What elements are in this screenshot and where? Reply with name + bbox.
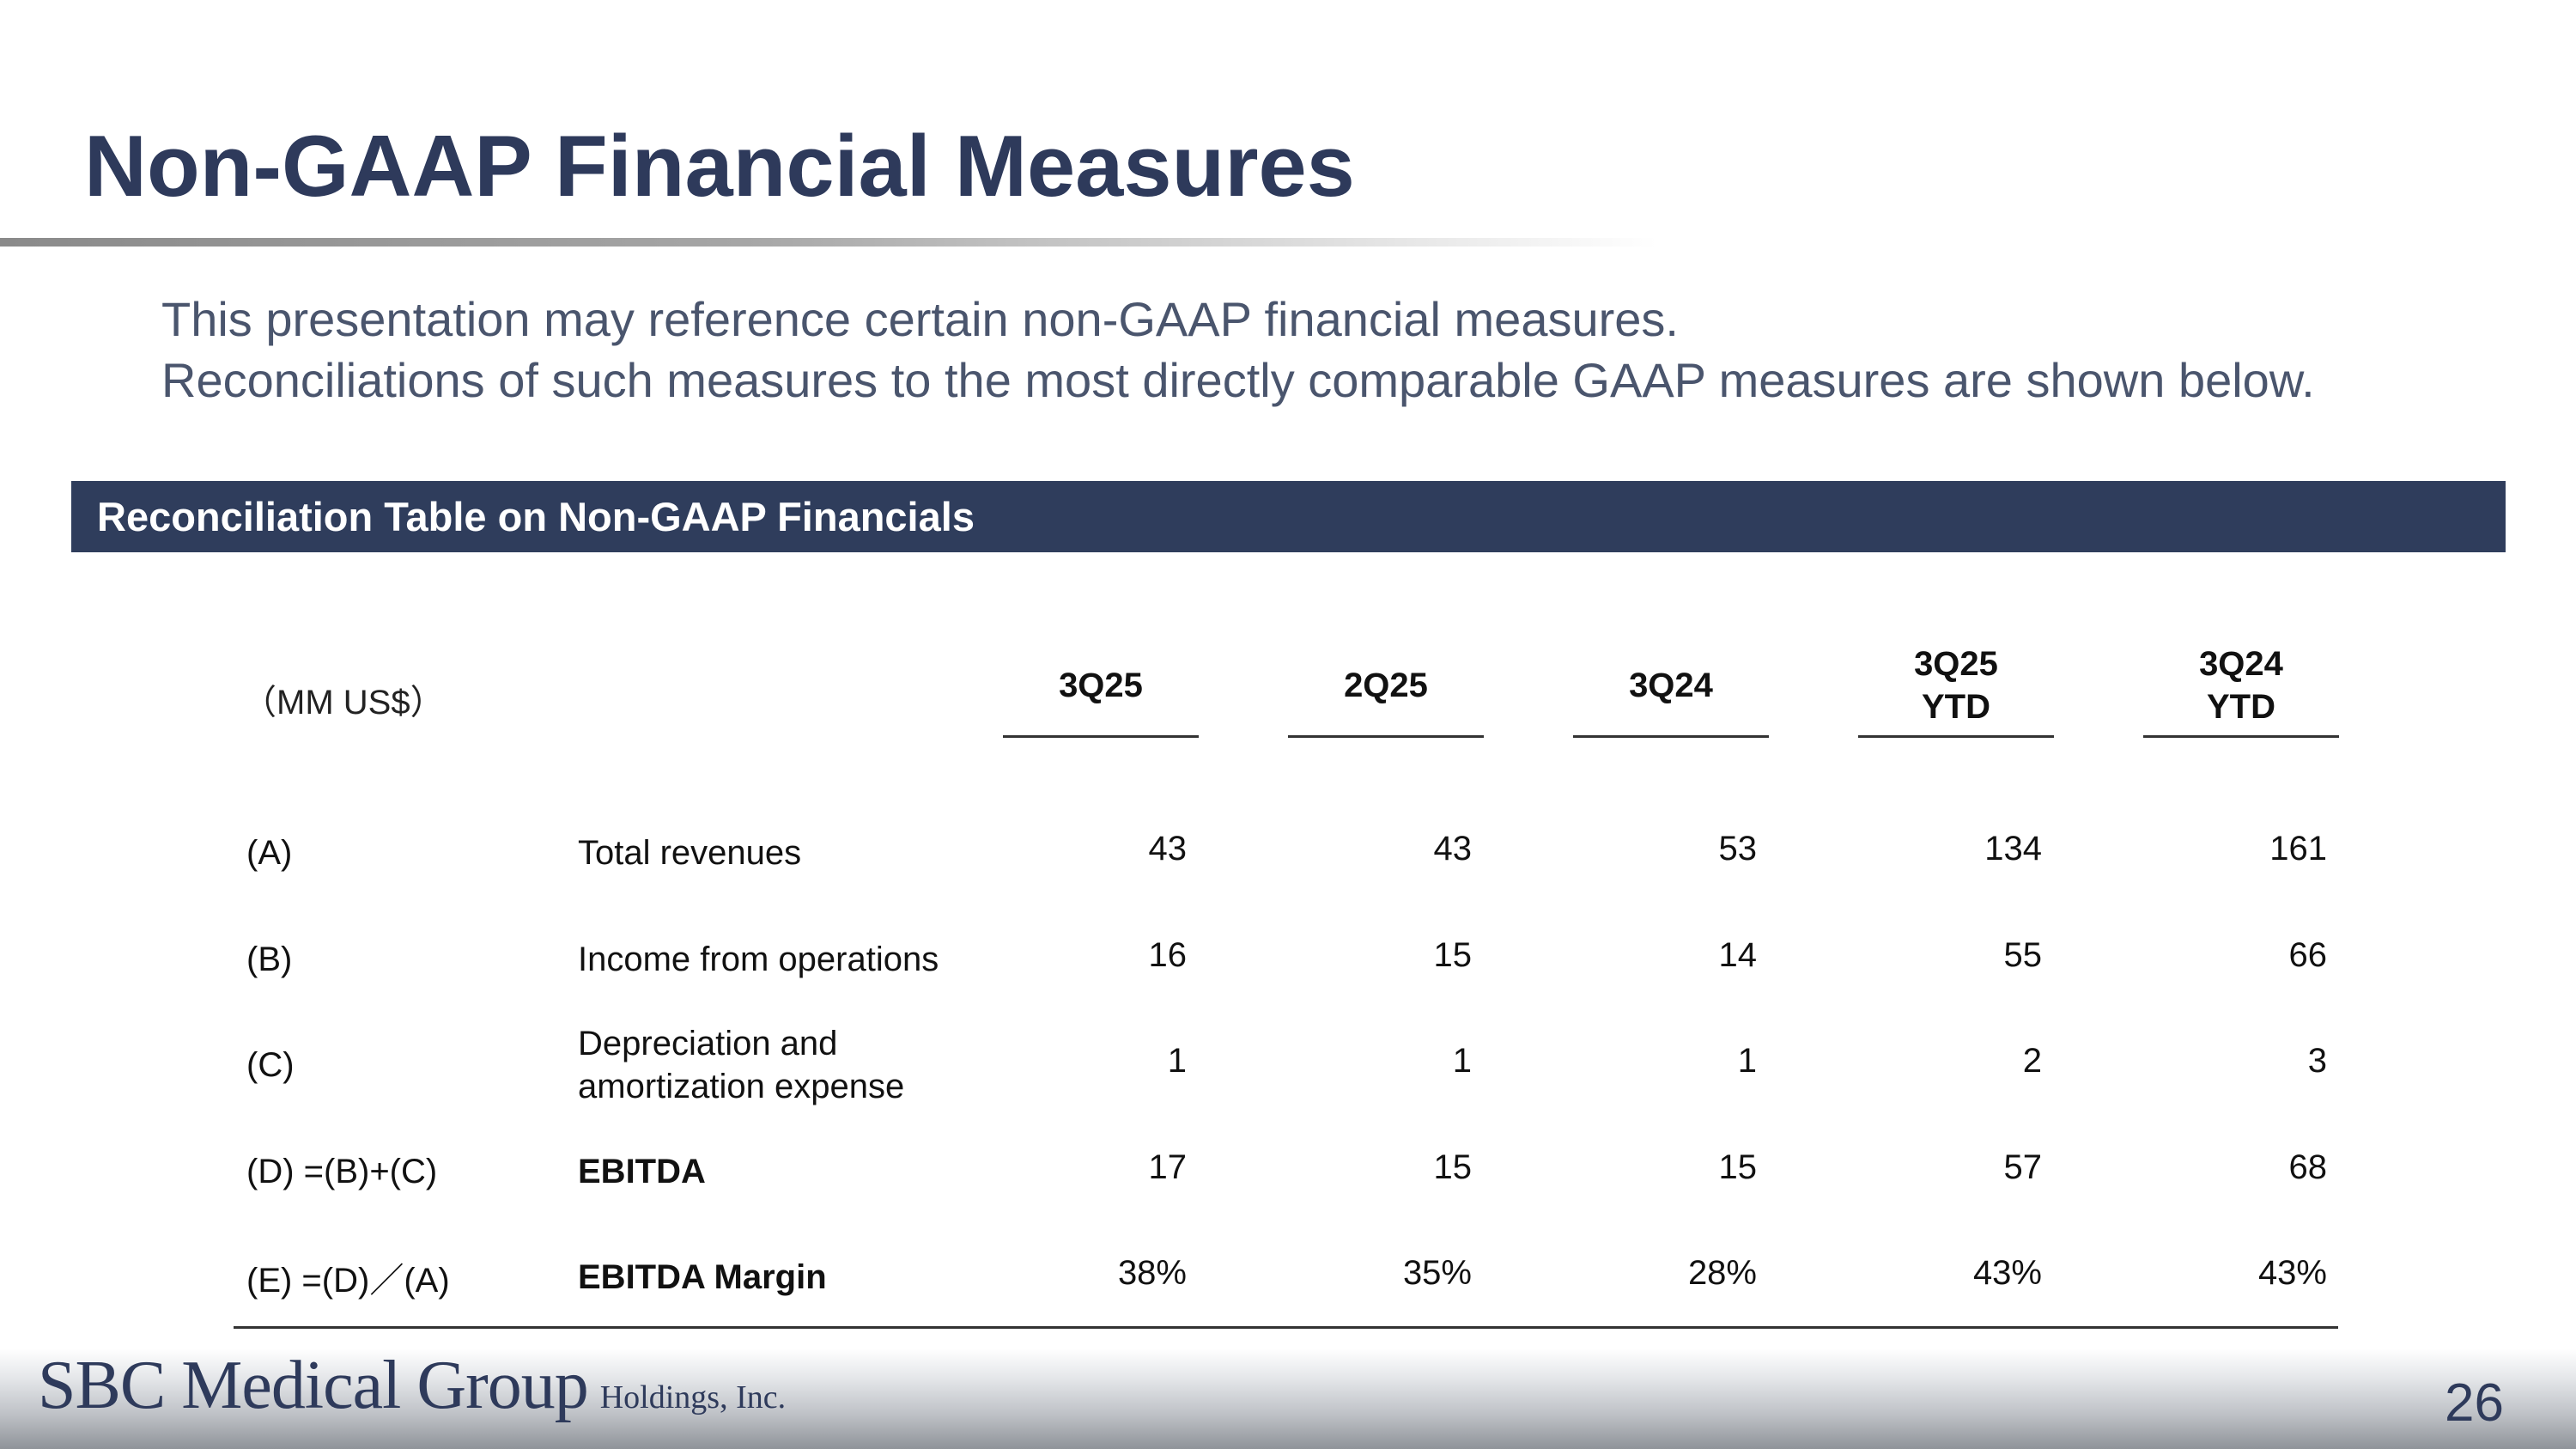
row-code: (B) (246, 940, 293, 978)
footer-band (0, 1349, 2576, 1449)
column-header-3q24: 3Q24 (1573, 636, 1769, 738)
title-divider (0, 238, 1657, 247)
value-cell: 1 (1452, 1041, 1472, 1080)
value-cell: 68 (2288, 1148, 2328, 1186)
value-cell: 43 (1433, 829, 1473, 868)
table-row-income-from-operations: (B) Income from operations 16 15 14 55 6… (234, 916, 2338, 1002)
table-row-total-revenues: (A) Total revenues 43 43 53 134 161 (234, 810, 2338, 896)
unit-label: （MM US$） (242, 684, 445, 721)
intro-line-1: This presentation may reference certain … (161, 292, 1679, 346)
column-header-label: 3Q24 (1629, 667, 1713, 704)
value-cell: 28% (1687, 1253, 1757, 1292)
value-cell: 55 (2003, 935, 2043, 974)
value-cell: 1 (1737, 1041, 1757, 1080)
value-cell: 38% (1117, 1253, 1187, 1292)
value-cell: 134 (1984, 829, 2042, 868)
row-code: (C) (246, 1045, 295, 1084)
company-logo: SBC Medical Group Holdings, Inc. (38, 1347, 786, 1424)
value-cell: 43% (2257, 1253, 2327, 1292)
row-label: EBITDA Margin (578, 1258, 827, 1296)
page-title: Non-GAAP Financial Measures (84, 119, 1355, 215)
column-header-3q24-ytd: 3Q24 YTD (2143, 636, 2339, 738)
value-cell: 15 (1433, 935, 1473, 974)
value-cell: 1 (1167, 1041, 1187, 1080)
column-header-label: 3Q25 YTD (1914, 645, 1998, 726)
value-cell: 15 (1718, 1148, 1758, 1186)
table-bottom-rule (234, 1326, 2338, 1329)
section-banner: Reconciliation Table on Non-GAAP Financi… (71, 481, 2506, 552)
row-label: Income from operations (578, 941, 939, 978)
column-header-label: 2Q25 (1344, 667, 1428, 704)
value-cell: 57 (2003, 1148, 2043, 1186)
value-cell: 53 (1718, 829, 1758, 868)
value-cell: 14 (1718, 935, 1758, 974)
column-header-label: 3Q25 (1059, 667, 1143, 704)
table-row-ebitda: (D) =(B)+(C) EBITDA 17 15 15 57 68 (234, 1129, 2338, 1215)
logo-wordmark: SBC Medical Group (38, 1348, 589, 1423)
row-code: (E) =(D)／(A) (246, 1262, 450, 1300)
value-cell: 16 (1148, 935, 1188, 974)
column-header-label: 3Q24 YTD (2199, 645, 2283, 726)
column-header-3q25: 3Q25 (1003, 636, 1199, 738)
row-label: Total revenues (578, 834, 802, 872)
value-cell: 35% (1402, 1253, 1472, 1292)
value-cell: 15 (1433, 1148, 1473, 1186)
value-cell: 66 (2288, 935, 2328, 974)
value-cell: 17 (1148, 1148, 1188, 1186)
row-code: (D) =(B)+(C) (246, 1152, 438, 1190)
table-row-ebitda-margin: (E) =(D)／(A) EBITDA Margin 38% 35% 28% 4… (234, 1234, 2338, 1320)
intro-text: This presentation may reference certain … (161, 289, 2315, 411)
value-cell: 43 (1148, 829, 1188, 868)
table-row-depreciation: (C) Depreciation and amortization expens… (234, 1022, 2338, 1108)
row-label: EBITDA (578, 1153, 706, 1190)
page-number: 26 (2445, 1373, 2504, 1433)
value-cell: 161 (2269, 829, 2327, 868)
intro-line-2: Reconciliations of such measures to the … (161, 353, 2315, 407)
column-header-3q25-ytd: 3Q25 YTD (1858, 636, 2054, 738)
column-header-2q25: 2Q25 (1288, 636, 1484, 738)
value-cell: 2 (2022, 1041, 2042, 1080)
row-label: Depreciation and amortization expense (578, 1025, 905, 1105)
section-title: Reconciliation Table on Non-GAAP Financi… (97, 494, 975, 539)
value-cell: 43% (1972, 1253, 2042, 1292)
value-cell: 3 (2307, 1041, 2327, 1080)
row-code: (A) (246, 833, 293, 872)
logo-subtext: Holdings, Inc. (599, 1379, 787, 1416)
